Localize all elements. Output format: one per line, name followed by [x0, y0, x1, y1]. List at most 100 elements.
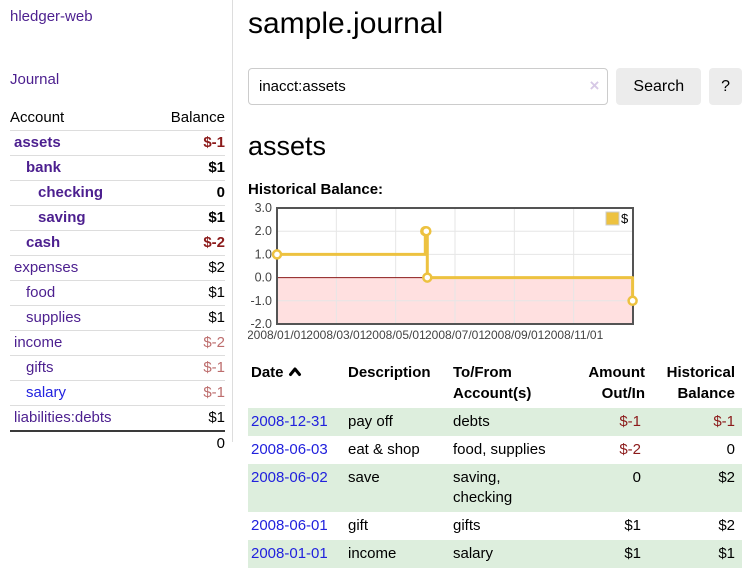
transaction-date-link[interactable]: 2008-06-02 [251, 469, 328, 486]
accounts-total-row: 0 [10, 430, 225, 456]
account-row: food $1 [10, 280, 225, 305]
x-axis-tick-label: 2008/05/01 [366, 328, 426, 342]
search-button[interactable]: Search [616, 68, 702, 105]
header-label: Balance [677, 385, 735, 402]
account-balance-value: $1 [208, 284, 225, 301]
account-row: cash $-2 [10, 230, 225, 255]
search-input[interactable] [248, 68, 609, 105]
accounts-header-account: Account [10, 109, 65, 126]
legend-color-box [605, 211, 620, 226]
transaction-description: income [348, 545, 397, 562]
sidebar-account-link-salary[interactable]: salary [26, 384, 67, 401]
account-balance-value: 0 [216, 184, 225, 201]
register-header-date[interactable]: Date [248, 360, 345, 408]
transaction-date-link[interactable]: 2008-01-01 [251, 545, 328, 562]
sidebar-account-link-expenses[interactable]: expenses [14, 259, 79, 276]
account-balance-value: $1 [208, 209, 225, 226]
accounts-table-header: Account Balance [10, 106, 225, 130]
sidebar-account-link-bank[interactable]: bank [26, 159, 62, 176]
y-axis-tick-label: 0.0 [255, 271, 272, 285]
transaction-date-link[interactable]: 2008-12-31 [251, 413, 328, 430]
clear-search-icon[interactable]: × [589, 76, 600, 95]
search-form: × Search ? [248, 68, 742, 105]
header-label: Out/In [601, 385, 645, 402]
y-axis-tick-label: 2.0 [255, 224, 272, 238]
y-axis-tick-label: -2.0 [250, 317, 272, 331]
sidebar-account-link-checking[interactable]: checking [38, 184, 104, 201]
page-title: sample.journal [248, 7, 444, 40]
sidebar-account-link-supplies[interactable]: supplies [26, 309, 82, 326]
sidebar-account-link-assets[interactable]: assets [14, 134, 61, 151]
transaction-accounts: food, supplies [453, 441, 546, 458]
account-balance-value: $2 [208, 259, 225, 276]
transaction-accounts: salary [453, 545, 494, 562]
x-axis-tick-label: 2008/07/01 [425, 328, 485, 342]
transaction-description: gift [348, 517, 369, 534]
account-balance-value: $1 [208, 309, 225, 326]
register-row: 2008-12-31 pay off debts $-1 $-1 [248, 408, 742, 436]
legend-label: $ [621, 211, 629, 226]
x-axis-tick-label: 2008/01/01 [248, 328, 307, 342]
transaction-amount: $-2 [619, 441, 641, 458]
register-header-amount-out/in: Amount Out/In [562, 360, 645, 408]
register-row: 2008-06-01 gift gifts $1 $2 [248, 512, 742, 540]
account-row: checking 0 [10, 180, 225, 205]
y-axis-tick-label: 3.0 [255, 203, 272, 215]
x-axis-tick-label: 2008/09/01 [484, 328, 544, 342]
sidebar-account-link-income[interactable]: income [14, 334, 63, 351]
header-label: Description [348, 364, 431, 381]
account-heading: assets [248, 131, 327, 161]
account-row: bank $1 [10, 155, 225, 180]
transaction-accounts: debts [453, 413, 490, 430]
transaction-amount: 0 [632, 469, 641, 486]
data-point-marker [627, 295, 638, 307]
register-row: 2008-01-01 income salary $1 $1 [248, 540, 742, 568]
sidebar-item-journal[interactable]: Journal [10, 71, 60, 88]
transaction-historical-balance: $2 [718, 469, 735, 486]
transaction-historical-balance: $-1 [713, 413, 735, 430]
transaction-accounts: saving, checking [453, 469, 513, 506]
account-row: expenses $2 [10, 255, 225, 280]
account-row: assets $-1 [10, 130, 225, 155]
account-balance-value: $1 [208, 409, 225, 426]
x-axis-tick-label: 2008/11/01 [544, 328, 603, 342]
sort-ascending-chevron-up-icon [288, 367, 301, 376]
transaction-amount: $1 [624, 545, 641, 562]
transaction-historical-balance: 0 [726, 441, 735, 458]
sidebar: hledger-web Journal Account Balance asse… [0, 0, 233, 452]
accounts-header-balance: Balance [170, 109, 225, 126]
account-row: liabilities:debts $1 [10, 405, 225, 430]
transaction-date-link[interactable]: 2008-06-03 [251, 441, 328, 458]
accounts-list: assets $-1 bank $1 checking 0 saving $1 cash $-2 e… [10, 130, 225, 430]
account-row: income $-2 [10, 330, 225, 355]
transaction-description: eat & shop [348, 441, 420, 458]
sidebar-account-link-liabilities-debts[interactable]: liabilities:debts [14, 409, 112, 426]
x-axis-tick-label: 2008/03/01 [306, 328, 366, 342]
transaction-date-link[interactable]: 2008-06-01 [251, 517, 328, 534]
brand-link[interactable]: hledger-web [10, 8, 93, 25]
header-label: Historical [666, 364, 735, 381]
register-header-row: Date Description To/From Account(s) Amount Ou… [248, 360, 742, 408]
account-row: gifts $-1 [10, 355, 225, 380]
data-point-marker [271, 249, 283, 260]
y-axis-tick-label: 1.0 [255, 247, 272, 261]
sidebar-account-link-food[interactable]: food [26, 284, 56, 301]
header-label: Account(s) [453, 385, 532, 402]
sidebar-account-link-saving[interactable]: saving [38, 209, 86, 226]
account-balance-value: $-1 [203, 384, 225, 401]
sidebar-account-link-gifts[interactable]: gifts [26, 359, 54, 376]
account-balance-value: $-1 [203, 359, 225, 376]
register-row: 2008-06-03 eat & shop food, supplies $-2 0 [248, 436, 742, 464]
sidebar-account-link-cash[interactable]: cash [26, 234, 61, 251]
transaction-amount: $1 [624, 517, 641, 534]
transaction-historical-balance: $2 [718, 517, 735, 534]
help-button[interactable]: ? [709, 68, 742, 105]
main-content: sample.journal × Search ? assets Histori… [248, 0, 742, 568]
header-label: To/From [453, 364, 512, 381]
register-header-historical-balance: Historical Balance [645, 360, 742, 408]
account-row: supplies $1 [10, 305, 225, 330]
register-header-to/from-accounts: To/From Account(s) [450, 360, 562, 408]
register-table: Date Description To/From Account(s) Amount Ou… [248, 360, 742, 568]
transaction-description: save [348, 469, 380, 486]
